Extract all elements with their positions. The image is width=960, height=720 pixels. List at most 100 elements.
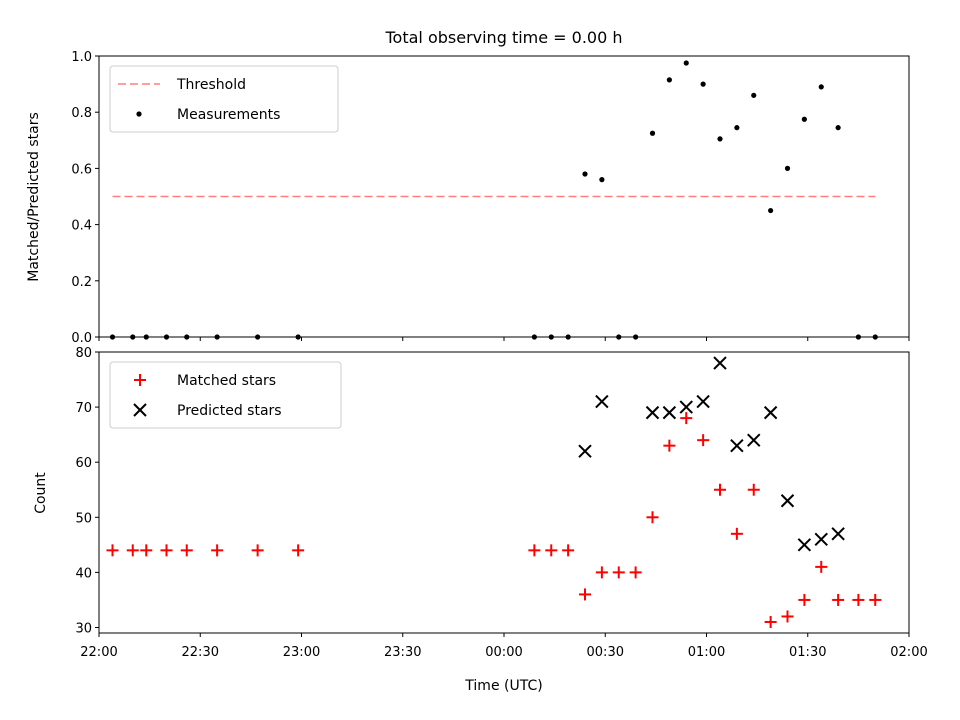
x-tick-label: 00:00 — [485, 645, 522, 660]
predicted-star-point — [679, 400, 693, 414]
predicted-star-point — [696, 394, 710, 409]
measurement-point — [751, 92, 757, 98]
measurement-point — [599, 177, 605, 183]
measurement-point — [565, 334, 571, 340]
matched-star-point — [595, 566, 608, 579]
ratio-y-tick-label: 1.0 — [71, 50, 92, 65]
matched-star-point — [747, 483, 760, 496]
x-tick-label: 23:00 — [283, 645, 320, 660]
x-tick-label: 22:00 — [80, 645, 117, 660]
legend-measurements-swatch — [136, 111, 142, 117]
matched-star-point — [646, 511, 659, 524]
count-y-tick-label: 70 — [75, 401, 92, 416]
matched-stars-series — [106, 412, 882, 628]
x-axis-label: Time (UTC) — [464, 678, 542, 694]
count-panel: 30 40 50 60 70 80 22:00 22:30 23:00 23:30 00:00 00… — [33, 346, 928, 694]
measurement-point — [700, 81, 706, 87]
measurement-point — [255, 334, 261, 340]
predicted-star-point — [730, 438, 744, 453]
predicted-star-point — [814, 532, 828, 547]
x-tick-label: 02:00 — [890, 645, 927, 660]
legend-matched-label: Matched stars — [177, 373, 276, 389]
matched-star-point — [680, 412, 693, 425]
x-tick-label: 00:30 — [587, 645, 624, 660]
matched-star-point — [832, 593, 845, 606]
matched-star-point — [579, 588, 591, 601]
matched-star-point — [126, 544, 139, 557]
predicted-stars-series — [578, 356, 845, 552]
count-y-tick-label: 30 — [75, 621, 92, 636]
matched-star-point — [251, 544, 264, 557]
measurement-point — [768, 207, 774, 214]
matched-star-point — [629, 566, 642, 579]
measurement-point — [784, 165, 791, 171]
predicted-star-point — [578, 444, 592, 458]
predicted-star-point — [780, 494, 795, 508]
measurement-point — [835, 125, 841, 131]
ratio-y-tick-label: 0.8 — [71, 106, 92, 121]
measurement-point — [633, 334, 639, 340]
count-y-ticks: 30 40 50 60 70 80 — [75, 346, 99, 636]
ratio-legend: Threshold Measurements — [109, 65, 339, 133]
matched-star-point — [663, 439, 676, 452]
measurement-point — [872, 334, 878, 340]
ratio-y-tick-label: 0.2 — [71, 275, 92, 290]
measurement-point — [143, 334, 149, 340]
measurement-point — [616, 334, 622, 340]
predicted-star-point — [831, 527, 845, 541]
matched-star-point — [697, 434, 710, 447]
count-y-tick-label: 50 — [75, 511, 92, 526]
count-x-ticks: 22:00 22:30 23:00 23:30 00:00 00:30 01:00 01:30… — [80, 633, 928, 660]
measurement-point — [184, 334, 190, 340]
count-y-axis-label: Count — [33, 472, 49, 514]
measurement-point — [734, 125, 740, 131]
measurement-point — [717, 136, 723, 142]
measurement-point — [666, 77, 672, 83]
count-legend: Matched stars Predicted stars — [109, 361, 342, 429]
measurement-point — [130, 334, 136, 340]
ratio-x-ticks — [98, 337, 910, 341]
predicted-star-point — [797, 538, 812, 552]
measurement-point — [855, 334, 861, 340]
matched-star-point — [106, 544, 119, 557]
matched-star-point — [562, 544, 575, 557]
count-y-tick-label: 60 — [75, 456, 92, 471]
matched-star-point — [211, 544, 224, 557]
matched-star-point — [612, 566, 625, 579]
x-tick-label: 01:00 — [688, 645, 725, 660]
legend-measurements-label: Measurements — [177, 107, 280, 123]
matched-star-point — [714, 483, 726, 496]
matched-star-point — [528, 544, 541, 557]
ratio-legend-box — [109, 65, 339, 133]
measurement-point — [683, 60, 689, 66]
count-y-tick-label: 40 — [75, 566, 92, 581]
measurement-point — [801, 116, 807, 122]
ratio-y-tick-label: 0.6 — [71, 162, 92, 177]
matched-star-point — [180, 544, 193, 557]
ratio-panel: 0.0 0.2 0.4 0.6 0.8 1.0 Matched/Predicted sta… — [26, 50, 910, 346]
legend-predicted-label: Predicted stars — [177, 403, 282, 419]
measurement-point — [214, 334, 220, 340]
matched-star-point — [815, 560, 828, 573]
measurement-point — [109, 334, 116, 340]
measurement-point — [531, 334, 537, 340]
ratio-y-tick-label: 0.0 — [71, 331, 92, 346]
measurements-series — [109, 60, 878, 340]
matched-star-point — [160, 544, 173, 557]
matched-star-point — [730, 527, 743, 540]
matched-star-point — [140, 544, 153, 557]
predicted-star-point — [713, 356, 727, 370]
measurement-point — [548, 334, 554, 340]
legend-threshold-label: Threshold — [176, 77, 246, 93]
measurement-point — [295, 334, 301, 340]
matched-star-point — [869, 593, 882, 606]
matched-star-point — [545, 544, 558, 557]
x-tick-label: 01:30 — [789, 645, 826, 660]
matched-star-point — [798, 593, 811, 606]
x-tick-label: 22:30 — [182, 645, 219, 660]
measurement-point — [649, 130, 656, 136]
predicted-star-point — [595, 394, 609, 409]
predicted-star-point — [747, 433, 761, 447]
measurement-point — [582, 171, 588, 177]
